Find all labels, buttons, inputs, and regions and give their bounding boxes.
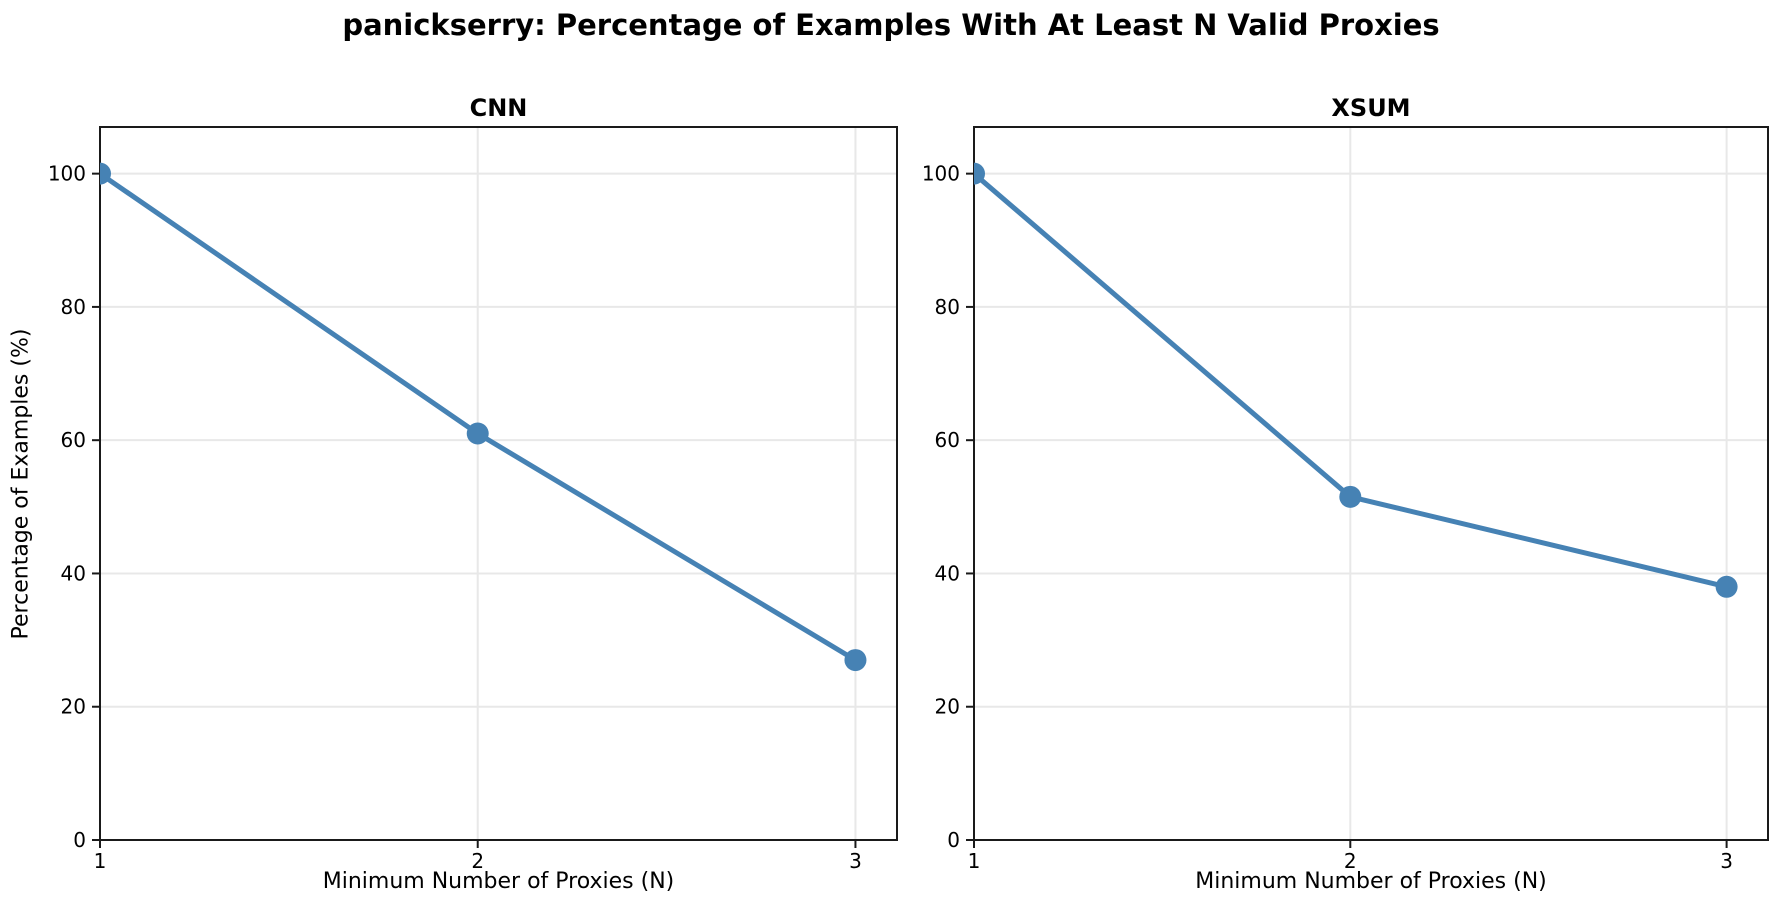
figure-title: panickserry: Percentage of Examples With… — [342, 8, 1440, 42]
plot-border — [973, 126, 1769, 841]
y-tick-label: 80 — [935, 295, 960, 319]
y-tick-label: 100 — [922, 162, 960, 186]
x-tick-label: 1 — [968, 849, 981, 873]
data-point — [1339, 485, 1362, 508]
x-tick-label: 3 — [849, 849, 862, 873]
x-tick-label: 2 — [471, 849, 484, 873]
xsum-subplot-title: XSUM — [1331, 94, 1411, 122]
y-tick-label: 80 — [61, 295, 86, 319]
data-point — [466, 422, 489, 445]
plot-border — [99, 126, 898, 841]
y-tick-label: 40 — [935, 561, 960, 585]
y-tick-label: 0 — [73, 828, 86, 852]
y-tick-label: 60 — [935, 428, 960, 452]
data-point — [100, 162, 111, 185]
data-point — [974, 162, 985, 185]
x-tick-label: 1 — [94, 849, 107, 873]
data-point — [1715, 575, 1738, 598]
y-tick-label: 100 — [48, 162, 86, 186]
data-point — [844, 649, 867, 672]
y-axis-label: Percentage of Examples (%) — [8, 328, 34, 640]
x-axis-label-cnn: Minimum Number of Proxies (N) — [322, 869, 675, 894]
cnn-subplot-title: CNN — [469, 94, 528, 122]
y-tick-label: 40 — [61, 561, 86, 585]
x-tick-label: 3 — [1720, 849, 1733, 873]
x-axis-label-xsum: Minimum Number of Proxies (N) — [1195, 869, 1547, 894]
y-tick-label: 0 — [947, 828, 960, 852]
y-tick-label: 20 — [935, 695, 960, 719]
x-tick-label: 2 — [1344, 849, 1357, 873]
y-tick-label: 60 — [61, 428, 86, 452]
y-tick-label: 20 — [61, 695, 86, 719]
